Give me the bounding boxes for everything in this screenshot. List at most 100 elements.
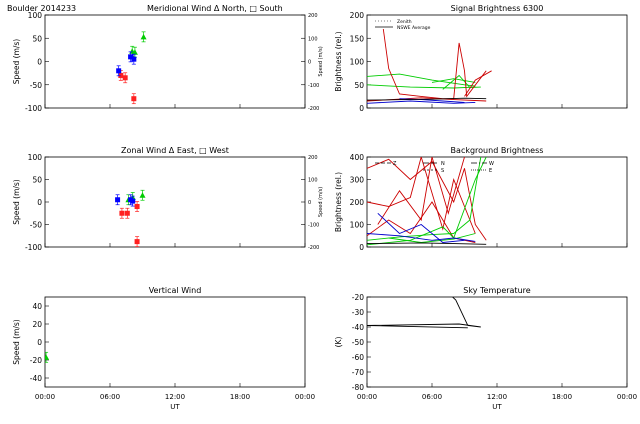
y-tick-label: -40 — [30, 374, 42, 383]
data-point-square — [134, 239, 140, 245]
data-point-square — [131, 96, 137, 102]
y-tick-label: -80 — [352, 383, 364, 392]
y-tick-label: 300 — [350, 176, 365, 185]
plot-area — [367, 297, 481, 329]
y-axis-label: Speed (m/s) — [12, 39, 21, 85]
y-tick-label: 50 — [354, 81, 364, 90]
plot-frame — [366, 296, 628, 388]
series-line — [367, 157, 487, 246]
legend-label: W — [489, 161, 494, 167]
y-tick-label: 0 — [359, 104, 364, 113]
y-tick-label-right: -100 — [308, 223, 319, 229]
series-line — [367, 233, 476, 242]
y-tick-label: 200 — [350, 11, 365, 20]
y-tick-label: -40 — [352, 323, 364, 332]
y-tick-label: 100 — [28, 11, 43, 20]
series-line — [367, 100, 476, 104]
data-point-square — [119, 210, 125, 216]
data-point-square — [128, 54, 134, 60]
data-point-square — [118, 72, 124, 78]
data-point-square — [134, 204, 140, 209]
y-axis-label: (K) — [334, 337, 343, 348]
y-tick-label-right: 200 — [308, 155, 318, 161]
series-line — [367, 242, 487, 245]
y-axis-label-right: Speed (m/s) — [318, 187, 324, 217]
plot-frame — [44, 296, 306, 388]
data-point-triangle — [139, 192, 146, 198]
y-axis-label: Brightness (rel.) — [334, 31, 343, 91]
series-line — [367, 297, 481, 329]
y-tick-label: 400 — [350, 153, 365, 162]
panel-4: 40 20 0 -20 -40 00:00 06:00 12:00 18:00 00:00 UT Sp… — [12, 286, 315, 411]
plot-frame — [44, 156, 306, 248]
y-tick-label: -20 — [352, 293, 364, 302]
series-line — [367, 97, 487, 101]
series-line — [442, 74, 481, 90]
chart-title: Meridional Wind Δ North, □ South — [147, 4, 283, 13]
legend-label: Zenith — [397, 19, 412, 25]
plot-area — [115, 189, 146, 247]
plot-frame — [366, 156, 628, 248]
legend-label: E — [489, 168, 492, 174]
series-line — [367, 157, 482, 241]
legend-label: NSWE Average — [397, 25, 431, 31]
data-point-triangle — [131, 49, 138, 55]
y-tick-label: 0 — [37, 338, 42, 347]
panel-0: 100 50 0 -50 -100 200 100 0 -100 -200 Speed (m/s) S… — [7, 4, 324, 113]
y-tick-label: 50 — [32, 176, 42, 185]
x-axis-label: UT — [492, 403, 502, 411]
y-tick-label: -50 — [352, 338, 364, 347]
data-point-square — [131, 56, 137, 62]
station-label: Boulder 2014233 — [7, 4, 76, 13]
y-tick-label: 150 — [350, 34, 365, 43]
y-tick-label-right: 200 — [308, 13, 318, 19]
legend-label: N — [441, 161, 445, 167]
y-tick-label: 100 — [350, 221, 365, 230]
y-tick-label: 50 — [32, 34, 42, 43]
chart-title: Vertical Wind — [149, 286, 202, 295]
x-tick-label: 00:00 — [617, 393, 637, 401]
y-tick-label-right: 100 — [308, 36, 318, 42]
data-point-triangle — [140, 33, 147, 40]
y-tick-label: 100 — [28, 153, 43, 162]
legend-label: S — [441, 168, 444, 174]
data-point-triangle — [45, 354, 50, 360]
plot-area — [45, 351, 50, 363]
series-line — [367, 84, 476, 89]
y-tick-label: 0 — [37, 198, 42, 207]
y-tick-label: -70 — [352, 368, 364, 377]
plot-area — [367, 157, 487, 246]
y-tick-label: -100 — [25, 104, 42, 113]
y-axis-label: Speed (m/s) — [12, 179, 21, 225]
x-tick-label: 18:00 — [230, 393, 250, 401]
panel-3: 400 300 200 100 0 Brightness (rel.) Background… — [334, 146, 628, 252]
x-axis-label: UT — [170, 403, 180, 411]
plot-area — [367, 28, 492, 104]
y-tick-label: -50 — [30, 221, 42, 230]
x-tick-label: 06:00 — [422, 393, 442, 401]
chart-title: Zonal Wind Δ East, □ West — [121, 146, 229, 155]
series-line — [377, 212, 465, 243]
y-tick-label: 100 — [350, 58, 365, 67]
y-tick-label-right: 100 — [308, 178, 318, 184]
series-line — [367, 157, 476, 234]
data-point-square — [116, 68, 122, 74]
chart-title: Sky Temperature — [463, 286, 530, 295]
y-tick-label: -30 — [352, 308, 364, 317]
y-tick-label: -60 — [352, 353, 364, 362]
series-line — [382, 28, 487, 100]
series-line — [377, 157, 465, 225]
data-point-square — [115, 197, 121, 203]
chart-title: Signal Brightness 6300 — [451, 4, 544, 13]
series-line — [388, 233, 476, 243]
y-axis-label: Speed (m/s) — [12, 319, 21, 365]
x-tick-label: 06:00 — [100, 393, 120, 401]
plot-area — [116, 31, 147, 105]
series-line — [431, 78, 476, 83]
y-tick-label-right: 0 — [308, 200, 311, 206]
y-tick-label-right: -100 — [308, 83, 319, 89]
panel-2: 100 50 0 -50 -100 200 100 0 -100 -200 Speed (m/s) S… — [12, 146, 324, 252]
y-axis-label: Brightness (rel.) — [334, 172, 343, 232]
